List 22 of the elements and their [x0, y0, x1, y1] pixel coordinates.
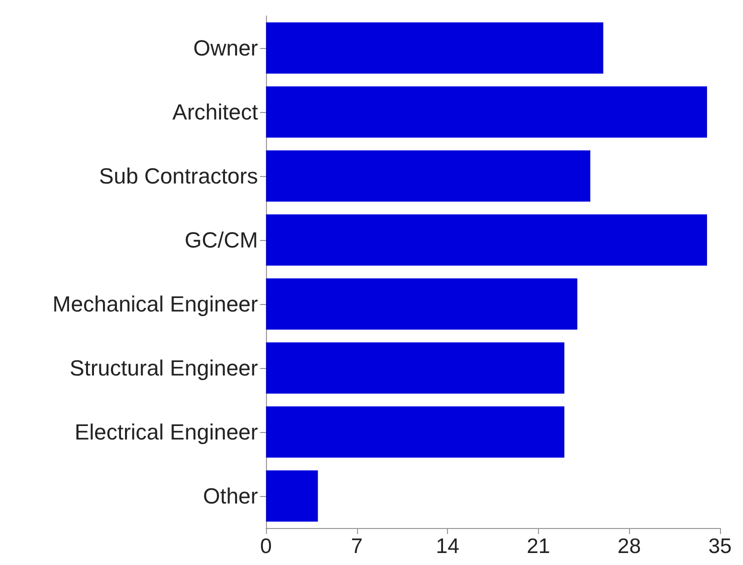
y-tick-label: Structural Engineer [70, 356, 258, 380]
y-tick-label: GC/CM [184, 228, 258, 252]
bar [266, 22, 604, 74]
x-tick-label: 28 [618, 535, 641, 558]
x-tick-label: 14 [436, 535, 460, 558]
x-tick-label: 7 [350, 535, 363, 558]
x-tick-label: 35 [708, 535, 732, 558]
bar [266, 406, 564, 458]
bar [266, 214, 708, 266]
y-tick-label: Architect [172, 100, 258, 124]
y-tick-label: Owner [193, 36, 258, 60]
y-tick-label: Electrical Engineer [74, 420, 258, 444]
y-tick-label: Sub Contractors [99, 164, 258, 188]
bar [266, 470, 318, 522]
bar [266, 86, 708, 138]
y-tick-label: Other [202, 484, 258, 508]
bar [266, 150, 590, 202]
x-tick-label: 0 [260, 535, 272, 558]
bar [266, 342, 564, 394]
bar [266, 278, 578, 330]
y-tick-label: Mechanical Engineer [52, 292, 258, 316]
x-tick-label: 21 [526, 535, 550, 558]
